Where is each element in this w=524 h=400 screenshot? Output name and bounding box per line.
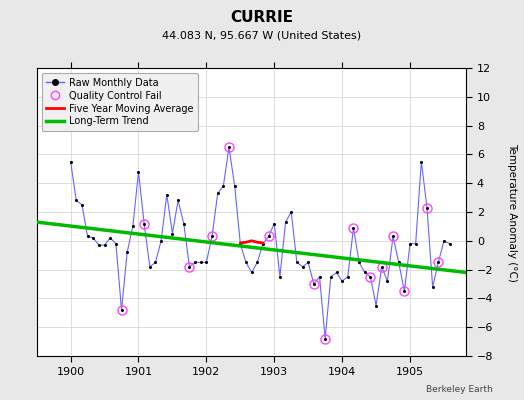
Legend: Raw Monthly Data, Quality Control Fail, Five Year Moving Average, Long-Term Tren: Raw Monthly Data, Quality Control Fail, … [41,73,198,131]
Text: 44.083 N, 95.667 W (United States): 44.083 N, 95.667 W (United States) [162,30,362,40]
Text: CURRIE: CURRIE [231,10,293,25]
Text: Berkeley Earth: Berkeley Earth [426,385,493,394]
Y-axis label: Temperature Anomaly (°C): Temperature Anomaly (°C) [507,142,517,282]
